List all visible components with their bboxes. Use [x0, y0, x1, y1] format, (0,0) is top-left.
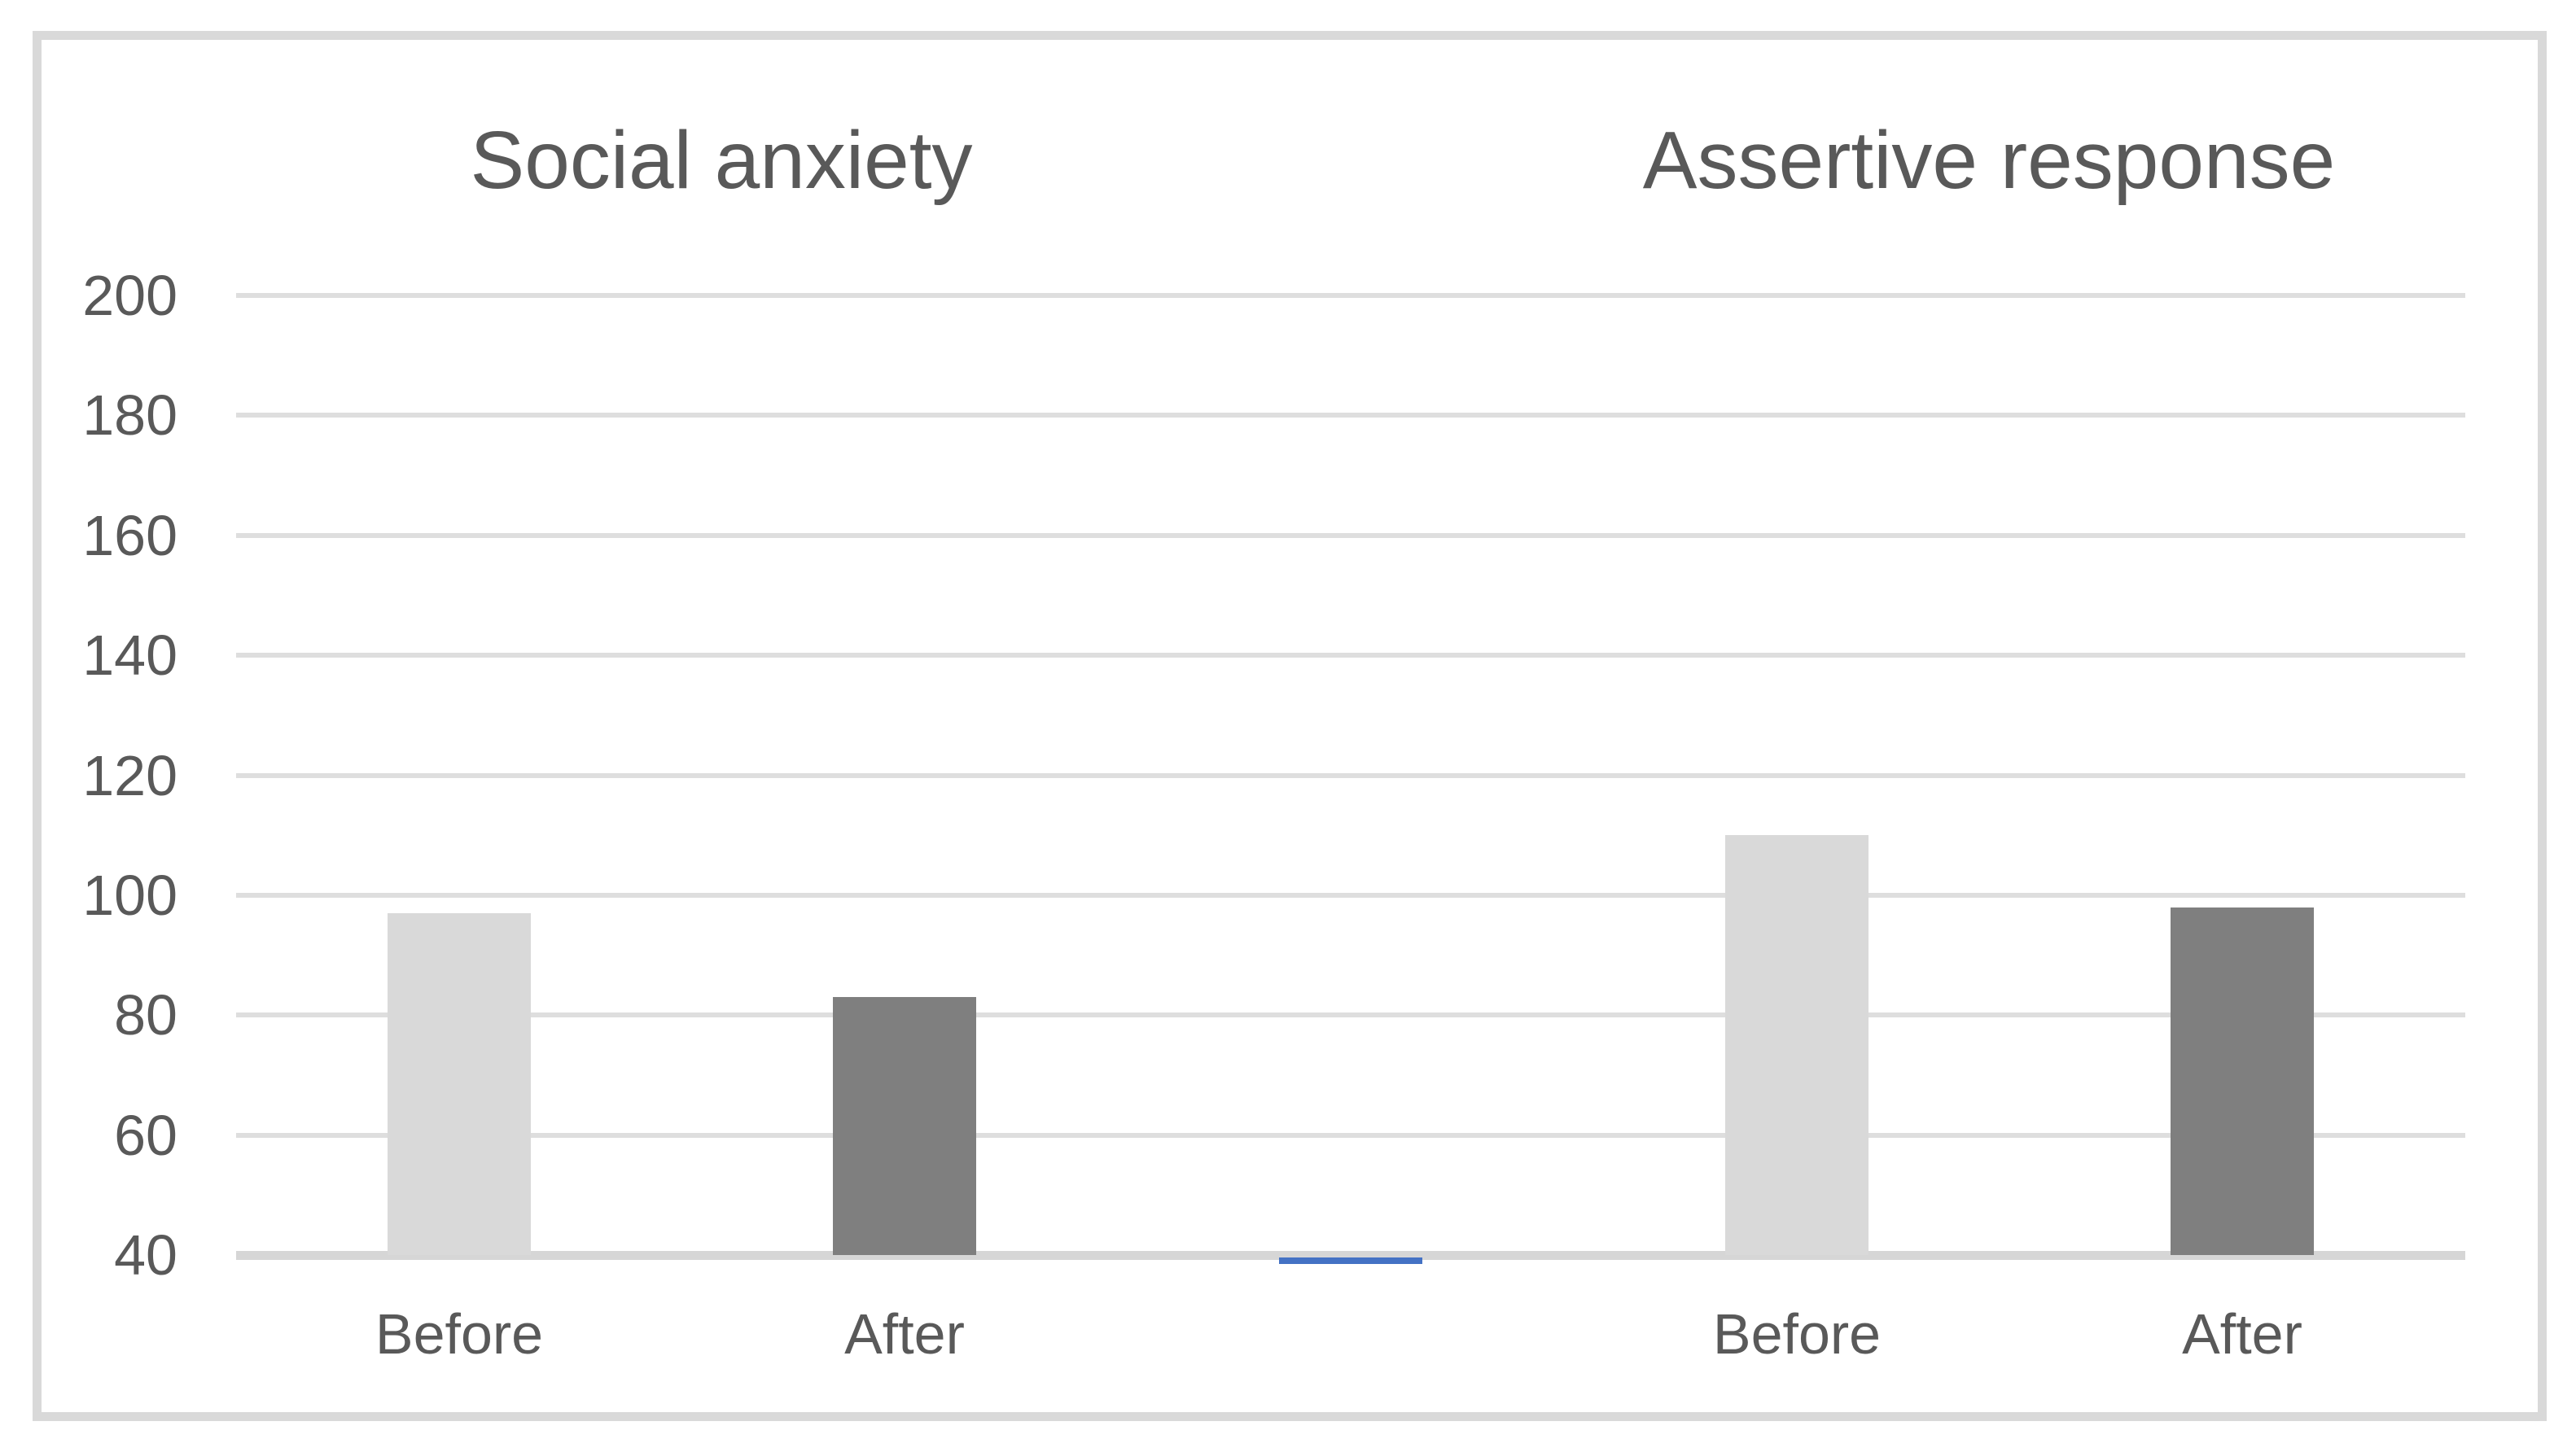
panel-title-assertive-response: Assertive response — [1642, 115, 2336, 206]
y-tick-label: 160 — [82, 504, 177, 567]
gridline — [236, 533, 2465, 538]
plot-area — [236, 293, 2465, 1264]
baseline-marker-blue — [1279, 1257, 1422, 1264]
bar-after — [833, 997, 976, 1255]
gridline — [236, 773, 2465, 778]
chart-frame: Social anxiety Assertive response 200 180… — [33, 31, 2547, 1421]
y-tick-label: 120 — [82, 744, 177, 807]
x-axis-labels: Before After Before After — [236, 1301, 2465, 1383]
gridline — [236, 653, 2465, 658]
gridline — [236, 1012, 2465, 1017]
bar-before — [1725, 835, 1868, 1255]
y-tick-label: 60 — [114, 1104, 177, 1167]
category-label-after: After — [2182, 1302, 2302, 1366]
category-label-before: Before — [1712, 1302, 1882, 1366]
y-tick-label: 180 — [82, 383, 177, 447]
gridline — [236, 893, 2465, 898]
gridline — [236, 1133, 2465, 1138]
gridline — [236, 293, 2465, 298]
y-tick-label: 80 — [114, 983, 177, 1047]
y-tick-label: 100 — [82, 864, 177, 927]
category-label-after: After — [844, 1302, 965, 1366]
bar-after — [2171, 908, 2314, 1255]
y-axis-labels: 200 180 160 140 120 100 80 60 40 — [42, 264, 177, 1287]
category-label-before: Before — [375, 1302, 544, 1366]
y-tick-label: 40 — [114, 1223, 177, 1287]
y-tick-label: 140 — [82, 623, 177, 687]
gridline — [236, 413, 2465, 418]
y-tick-label: 200 — [82, 264, 177, 327]
bar-before — [388, 913, 531, 1255]
x-axis-baseline — [236, 1251, 2465, 1260]
panel-title-social-anxiety: Social anxiety — [470, 115, 973, 206]
